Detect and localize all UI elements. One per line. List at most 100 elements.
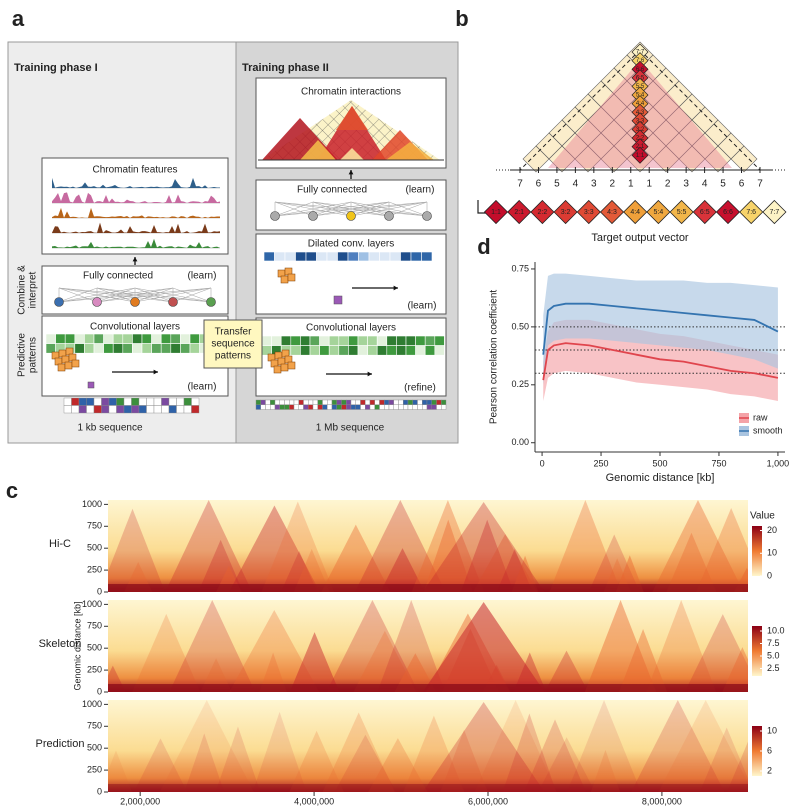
- cell-label: 3:2: [561, 209, 571, 216]
- base-cell: [93, 405, 102, 414]
- grid-cell: [309, 335, 320, 346]
- domain: [422, 502, 545, 592]
- grid-cell: [415, 335, 426, 346]
- domain: [403, 715, 465, 792]
- grid-cell: [112, 333, 124, 344]
- filter-cube: [273, 365, 282, 374]
- distance-label: 7: [757, 179, 763, 190]
- grid-cell: [300, 345, 311, 356]
- domain: [460, 519, 514, 592]
- grid-cell: [376, 345, 388, 356]
- colorbar-label: 5.0: [767, 650, 780, 660]
- colorbar: [752, 726, 762, 776]
- base-cell: [176, 397, 185, 406]
- heatmap-bg: [108, 700, 748, 792]
- filter-cube: [287, 273, 296, 282]
- track-signal: [52, 192, 220, 203]
- connection: [58, 287, 136, 303]
- cell-label: 7:6: [746, 209, 756, 216]
- base-cell: [63, 397, 72, 406]
- base-cell: [308, 404, 314, 410]
- y-tick-label: 500: [87, 543, 102, 553]
- colorbar-label: 10: [767, 548, 777, 558]
- base-cell: [255, 399, 261, 405]
- vector-cell: [553, 199, 578, 225]
- domain: [353, 630, 417, 692]
- y-tick-label: 0: [97, 686, 102, 696]
- track-signal: [52, 177, 220, 188]
- base-cell: [168, 405, 177, 414]
- base-cell: [176, 405, 185, 414]
- base-cell: [284, 399, 290, 405]
- grid-cell: [434, 335, 445, 346]
- y-tick-label: 0.75: [511, 263, 529, 273]
- base-cell: [183, 397, 192, 406]
- connection: [274, 201, 428, 217]
- vector-cell: [646, 199, 671, 225]
- grid-cell: [396, 345, 407, 356]
- vector-cell: [599, 199, 625, 225]
- panel-letter: c: [6, 478, 18, 503]
- base-cell: [436, 399, 442, 405]
- heatmap: [108, 600, 748, 692]
- base-cell: [317, 404, 323, 410]
- domain: [354, 500, 446, 592]
- grid-cell: [290, 335, 301, 346]
- grid-cell: [151, 333, 162, 344]
- base-cell: [379, 399, 385, 405]
- x-tick-label: 250: [594, 458, 609, 468]
- grid-cell: [376, 335, 388, 346]
- domain: [584, 600, 657, 692]
- grid-cell: [55, 333, 66, 344]
- base-cell: [417, 399, 423, 405]
- base-cell: [350, 399, 356, 405]
- contact-domain: [300, 140, 336, 160]
- box-note: (refine): [404, 383, 436, 394]
- grid-cell: [326, 251, 338, 262]
- base-cell: [279, 399, 285, 405]
- series-line: [542, 342, 779, 381]
- domain: [726, 741, 748, 792]
- cell-label: 2:2: [538, 209, 548, 216]
- distance-label: 3: [591, 179, 597, 190]
- grid-cell: [122, 333, 133, 344]
- grid-cell: [280, 335, 292, 346]
- distance-label: 1: [646, 179, 652, 190]
- arrow-head: [348, 170, 354, 175]
- x-tick-label: 4,000,000: [294, 796, 334, 806]
- row-label: Prediction: [36, 738, 85, 750]
- domain: [544, 650, 589, 692]
- grid-cell: [84, 333, 95, 344]
- grid-cell: [151, 343, 162, 354]
- x-tick-label: 6,000,000: [468, 796, 508, 806]
- grid-cell: [405, 345, 416, 356]
- cell-label: 4:4: [630, 209, 640, 216]
- domain: [380, 548, 425, 592]
- y-tick-label: 0: [97, 786, 102, 796]
- domain: [549, 500, 622, 592]
- base-cell: [412, 399, 418, 405]
- box-title: Chromatin features: [92, 165, 177, 176]
- vector-cell: [507, 199, 532, 225]
- base-cell: [108, 405, 117, 414]
- base-cell: [260, 399, 266, 405]
- arrow-head: [393, 285, 398, 291]
- domain: [588, 534, 640, 592]
- node: [346, 211, 356, 221]
- lattice-cell: [574, 145, 602, 173]
- grid-cell: [348, 345, 359, 356]
- colorbar: [752, 626, 762, 676]
- sequence-label: 1 Mb sequence: [316, 423, 385, 434]
- vector-arrow: [477, 200, 486, 214]
- domain: [394, 653, 437, 692]
- base-cell: [101, 397, 110, 406]
- base-cell: [123, 405, 132, 414]
- colorbar-title: Value: [750, 511, 775, 522]
- domain: [646, 600, 717, 692]
- filter-cube: [57, 363, 66, 372]
- domain: [603, 558, 631, 592]
- base-cell: [308, 399, 314, 405]
- x-tick-label: 2,000,000: [120, 796, 160, 806]
- base-cell: [341, 399, 347, 405]
- domain: [132, 613, 201, 692]
